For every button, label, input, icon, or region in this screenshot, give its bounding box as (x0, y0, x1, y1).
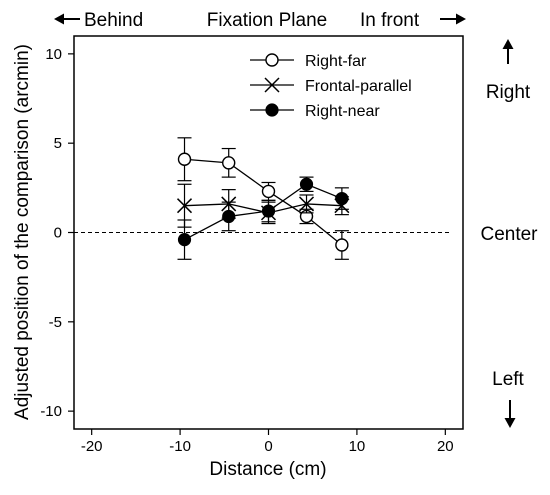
legend-marker (265, 103, 279, 117)
series-right-far (177, 137, 349, 260)
right-label-right: Right (486, 82, 531, 103)
data-point (299, 177, 314, 191)
series-right-near (177, 176, 349, 260)
data-point (177, 152, 192, 166)
x-tick-label: -10 (169, 438, 191, 455)
data-point (261, 204, 276, 218)
up-arrow-icon (502, 39, 514, 64)
legend-entry: Right-far (250, 53, 367, 70)
top-label-fixation-plane: Fixation Plane (207, 10, 327, 31)
data-point (222, 156, 236, 170)
down-arrow-icon (504, 400, 516, 428)
y-tick-label: 5 (54, 135, 62, 152)
top-label-in-front: In front (360, 10, 420, 31)
y-tick-label: 0 (54, 225, 62, 242)
legend-entry: Right-near (250, 103, 380, 120)
left-arrow-icon (54, 13, 80, 25)
y-tick-label: 10 (45, 46, 62, 63)
data-point (298, 196, 315, 212)
data-point (177, 233, 192, 247)
y-tick-label: -5 (49, 314, 62, 331)
data-point (222, 209, 236, 224)
data-point (261, 184, 276, 199)
x-tick-label: -20 (81, 438, 103, 455)
top-label-behind: Behind (84, 10, 143, 31)
y-axis-title: Adjusted position of the comparison (arc… (12, 44, 33, 420)
right-arrow-icon (440, 13, 466, 25)
legend-label: Right-near (305, 103, 380, 120)
right-label-center: Center (480, 224, 538, 245)
y-tick-label: -10 (40, 403, 62, 420)
right-label-left: Left (492, 369, 524, 390)
x-tick-label: 0 (264, 438, 272, 455)
data-point (176, 198, 193, 214)
x-tick-label: 10 (349, 438, 366, 455)
legend-entry: Frontal-parallel (250, 77, 412, 95)
legend-marker (264, 77, 280, 93)
x-tick-label: 20 (437, 438, 454, 455)
data-point (335, 238, 349, 252)
legend-label: Right-far (305, 53, 367, 70)
legend-label: Frontal-parallel (305, 78, 412, 95)
data-point (335, 191, 349, 206)
x-axis-title: Distance (cm) (209, 459, 326, 480)
legend-marker (265, 53, 279, 67)
